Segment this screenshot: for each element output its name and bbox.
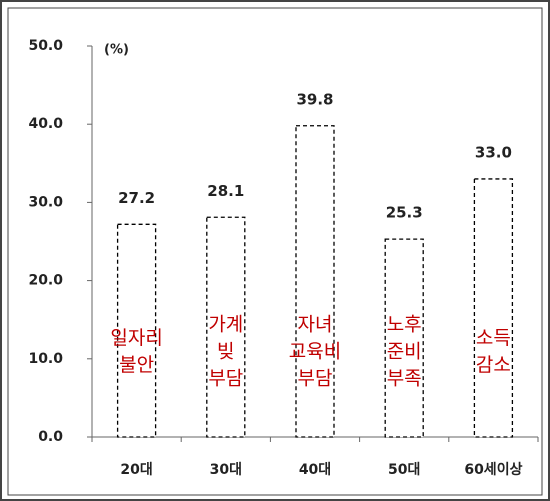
- y-tick-label: 0.0: [38, 429, 63, 445]
- inner-frame: [7, 7, 543, 496]
- bar-annotation: 부족: [387, 368, 422, 390]
- y-tick-label: 30.0: [28, 194, 63, 210]
- bar: [116, 223, 157, 438]
- bar-annotation: 준비: [387, 341, 422, 363]
- y-tick-label: 40.0: [28, 116, 63, 132]
- bar-annotation: 불안: [119, 354, 154, 376]
- value-label: 33.0: [475, 143, 512, 161]
- bar-annotation: 빚: [217, 341, 234, 363]
- y-tick-label: 20.0: [28, 273, 63, 289]
- bar-annotation: 소득: [476, 327, 511, 349]
- x-tick-label: 40대: [299, 462, 331, 478]
- value-label: 27.2: [118, 189, 155, 207]
- bar: [473, 178, 514, 438]
- x-tick-label: 60세이상: [464, 461, 522, 478]
- y-tick-label: 10.0: [28, 351, 63, 367]
- unit-label: (%): [104, 43, 129, 58]
- bar: [295, 125, 335, 438]
- y-tick-label: 50.0: [28, 38, 63, 54]
- bar-annotation: 가계: [208, 314, 243, 336]
- bar-annotation: 일자리: [110, 327, 162, 349]
- bar: [384, 238, 424, 438]
- bar-annotation: 노후: [387, 314, 422, 336]
- value-label: 25.3: [386, 204, 423, 222]
- x-tick-label: 50대: [388, 462, 420, 478]
- bar-annotation: 자녀: [298, 314, 333, 336]
- value-label: 39.8: [296, 90, 333, 108]
- x-tick-label: 20대: [120, 462, 152, 478]
- bar-annotation: 부담: [298, 368, 333, 390]
- bar: [206, 216, 246, 438]
- bar-annotation: 교육비: [289, 341, 341, 363]
- x-tick-label: 30대: [210, 462, 242, 478]
- bar-annotation: 감소: [476, 354, 511, 376]
- bar-annotation: 부담: [208, 368, 243, 390]
- value-label: 28.1: [207, 182, 244, 200]
